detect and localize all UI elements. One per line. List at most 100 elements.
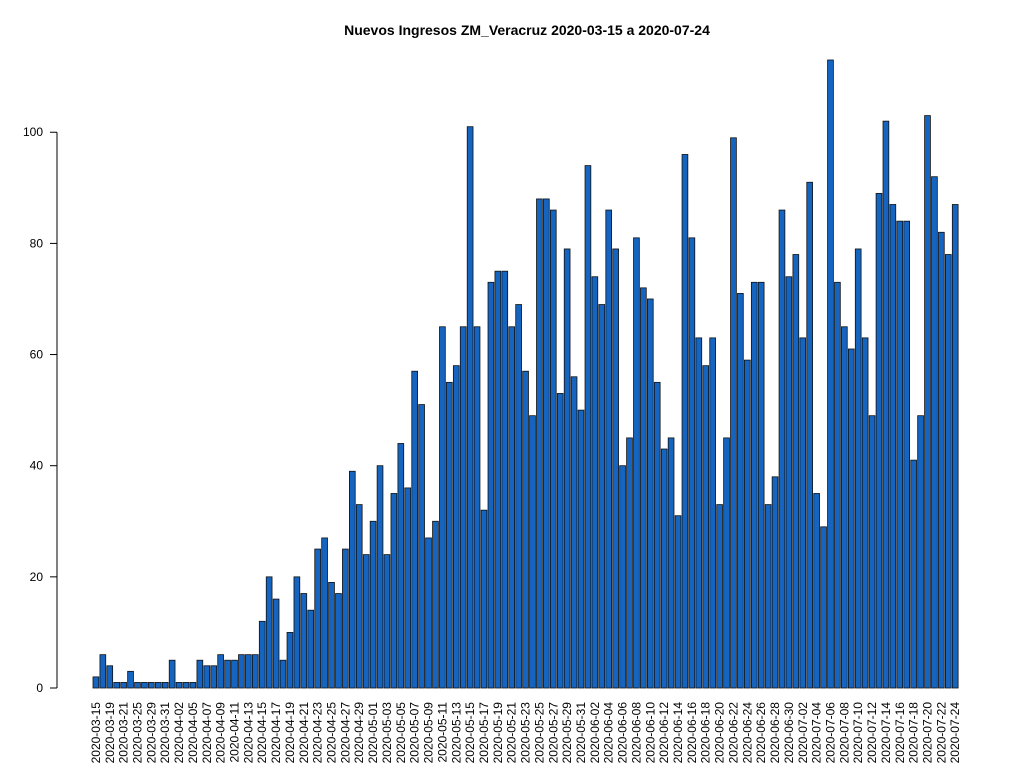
bar xyxy=(577,409,585,689)
bar xyxy=(543,198,550,689)
x-tick-label: 2020-05-13 xyxy=(449,702,463,764)
bar xyxy=(217,654,224,689)
bar xyxy=(709,337,716,689)
x-tick-label: 2020-05-01 xyxy=(366,702,380,764)
bar xyxy=(141,682,148,689)
bar xyxy=(439,326,446,689)
x-tick-label: 2020-05-31 xyxy=(574,702,588,764)
bar xyxy=(349,470,356,689)
bar xyxy=(750,281,758,689)
bar xyxy=(764,504,772,689)
x-tick-label: 2020-05-23 xyxy=(519,702,533,764)
bar xyxy=(182,682,190,689)
bar xyxy=(473,326,481,689)
bar xyxy=(695,337,703,689)
bar xyxy=(480,509,488,689)
x-tick-label: 2020-07-02 xyxy=(796,702,810,764)
bar xyxy=(640,287,647,689)
y-tick-label: 80 xyxy=(30,236,44,250)
x-tick-label: 2020-05-07 xyxy=(408,702,422,764)
bar xyxy=(265,576,273,689)
bar xyxy=(931,176,938,689)
bar xyxy=(522,370,529,689)
x-tick-label: 2020-03-31 xyxy=(158,702,172,764)
bar xyxy=(570,376,578,689)
x-tick-label: 2020-07-14 xyxy=(879,702,893,764)
bar xyxy=(113,682,120,689)
bar xyxy=(834,281,841,689)
bar xyxy=(882,120,890,689)
x-tick-label: 2020-05-19 xyxy=(491,702,505,764)
x-tick-label: 2020-06-08 xyxy=(629,702,643,764)
chart-title: Nuevos Ingresos ZM_Veracruz 2020-03-15 a… xyxy=(344,22,710,38)
bar xyxy=(889,204,897,689)
bar xyxy=(827,59,834,689)
bar xyxy=(744,359,751,689)
bar xyxy=(127,670,134,689)
x-tick-label: 2020-04-11 xyxy=(228,702,242,763)
x-tick-label: 2020-06-02 xyxy=(588,702,602,764)
bar xyxy=(757,281,765,689)
bar xyxy=(362,554,370,689)
bar xyxy=(404,487,412,689)
bar xyxy=(598,304,606,689)
bar xyxy=(501,270,509,689)
bar xyxy=(924,115,931,689)
x-tick-label: 2020-05-25 xyxy=(532,702,546,764)
x-tick-label: 2020-06-12 xyxy=(657,702,671,764)
x-tick-label: 2020-03-15 xyxy=(89,702,103,764)
bar xyxy=(293,576,301,689)
x-tick-label: 2020-04-07 xyxy=(200,702,214,764)
bar xyxy=(951,204,959,689)
bar xyxy=(307,609,315,689)
bar xyxy=(647,298,654,689)
bar xyxy=(702,365,710,689)
bar xyxy=(335,593,342,689)
bar xyxy=(251,654,259,689)
bar xyxy=(134,682,141,689)
bar xyxy=(688,237,696,689)
bar xyxy=(529,415,536,689)
bar xyxy=(903,220,911,689)
bar xyxy=(841,326,848,689)
bar xyxy=(466,126,474,689)
x-tick-label: 2020-04-23 xyxy=(311,702,325,764)
bar xyxy=(854,248,862,689)
bar xyxy=(910,459,917,689)
bar xyxy=(508,326,515,689)
x-tick-label: 2020-04-25 xyxy=(325,702,339,764)
bar xyxy=(238,654,245,689)
x-tick-label: 2020-07-04 xyxy=(810,702,824,764)
bar xyxy=(716,504,723,689)
bar xyxy=(376,465,384,689)
bar xyxy=(806,181,813,689)
x-tick-label: 2020-07-08 xyxy=(837,702,851,764)
bar xyxy=(196,659,204,689)
bar xyxy=(584,165,592,689)
bar xyxy=(210,665,218,689)
bar xyxy=(917,415,924,689)
bar xyxy=(799,337,807,689)
bar xyxy=(321,537,328,689)
bar xyxy=(446,381,453,689)
bar xyxy=(556,393,564,689)
bar xyxy=(342,548,349,689)
y-tick-label: 0 xyxy=(36,681,43,695)
bar xyxy=(861,337,869,689)
bar xyxy=(785,276,793,689)
x-tick-label: 2020-07-24 xyxy=(948,702,962,764)
bar xyxy=(383,554,391,689)
bar xyxy=(148,682,155,689)
x-tick-label: 2020-05-11 xyxy=(435,702,449,763)
bar xyxy=(175,682,183,689)
bar xyxy=(397,443,405,689)
bar xyxy=(258,620,266,689)
bar xyxy=(487,281,495,689)
bar xyxy=(813,493,820,689)
bar xyxy=(328,582,335,689)
bar xyxy=(314,548,321,689)
x-tick-label: 2020-06-10 xyxy=(643,702,657,764)
x-tick-label: 2020-03-25 xyxy=(130,702,144,764)
bar xyxy=(667,437,675,689)
bar xyxy=(224,659,231,689)
